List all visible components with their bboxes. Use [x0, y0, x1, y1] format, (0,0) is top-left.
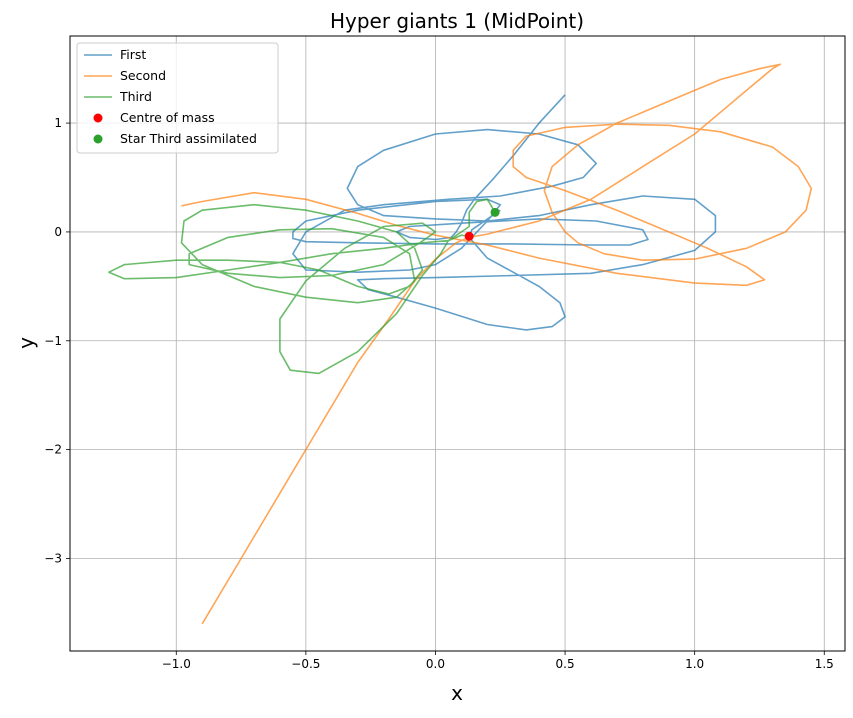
x-tick-label: −1.0 [162, 657, 191, 671]
y-tick-label: −2 [44, 443, 62, 457]
x-tick-label: 1.0 [685, 657, 704, 671]
legend-label-second: Second [120, 68, 166, 83]
x-tick-label: −0.5 [291, 657, 320, 671]
x-tick-label: 1.5 [815, 657, 834, 671]
legend-label-marker: Centre of mass [120, 110, 215, 125]
marker-layer [464, 207, 500, 241]
series-second-line [181, 63, 813, 625]
y-tick-label: 0 [54, 225, 62, 239]
legend-swatch-marker [93, 113, 103, 123]
series-third-line [108, 198, 496, 375]
legend-label-first: First [120, 47, 146, 62]
legend-box [76, 42, 279, 154]
y-tick-label: −1 [44, 334, 62, 348]
x-ticks: −1.0 −0.5 0.0 0.5 1.0 1.5 [162, 651, 834, 671]
legend-swatch-marker [93, 134, 103, 144]
x-axis-label: x [451, 681, 463, 705]
chart-title: Hyper giants 1 (MidPoint) [330, 9, 584, 33]
x-tick-label: 0.5 [556, 657, 575, 671]
x-tick-label: 0.0 [426, 657, 445, 671]
plot-frame [69, 35, 846, 652]
y-ticks: −3 −2 −1 0 1 [44, 116, 70, 565]
legend-label-third: Third [119, 89, 152, 104]
y-tick-label: 1 [54, 116, 62, 130]
y-tick-label: −3 [44, 551, 62, 565]
legend: First Second Third Centre of mass Star Third… [76, 42, 279, 154]
y-axis-label: y [14, 337, 38, 349]
star-third-assimilated-marker [490, 207, 500, 217]
centre-of-mass-marker [464, 231, 474, 241]
series-first-line [292, 94, 717, 331]
legend-label-marker: Star Third assimilated [120, 131, 257, 146]
series-layer [108, 63, 813, 625]
